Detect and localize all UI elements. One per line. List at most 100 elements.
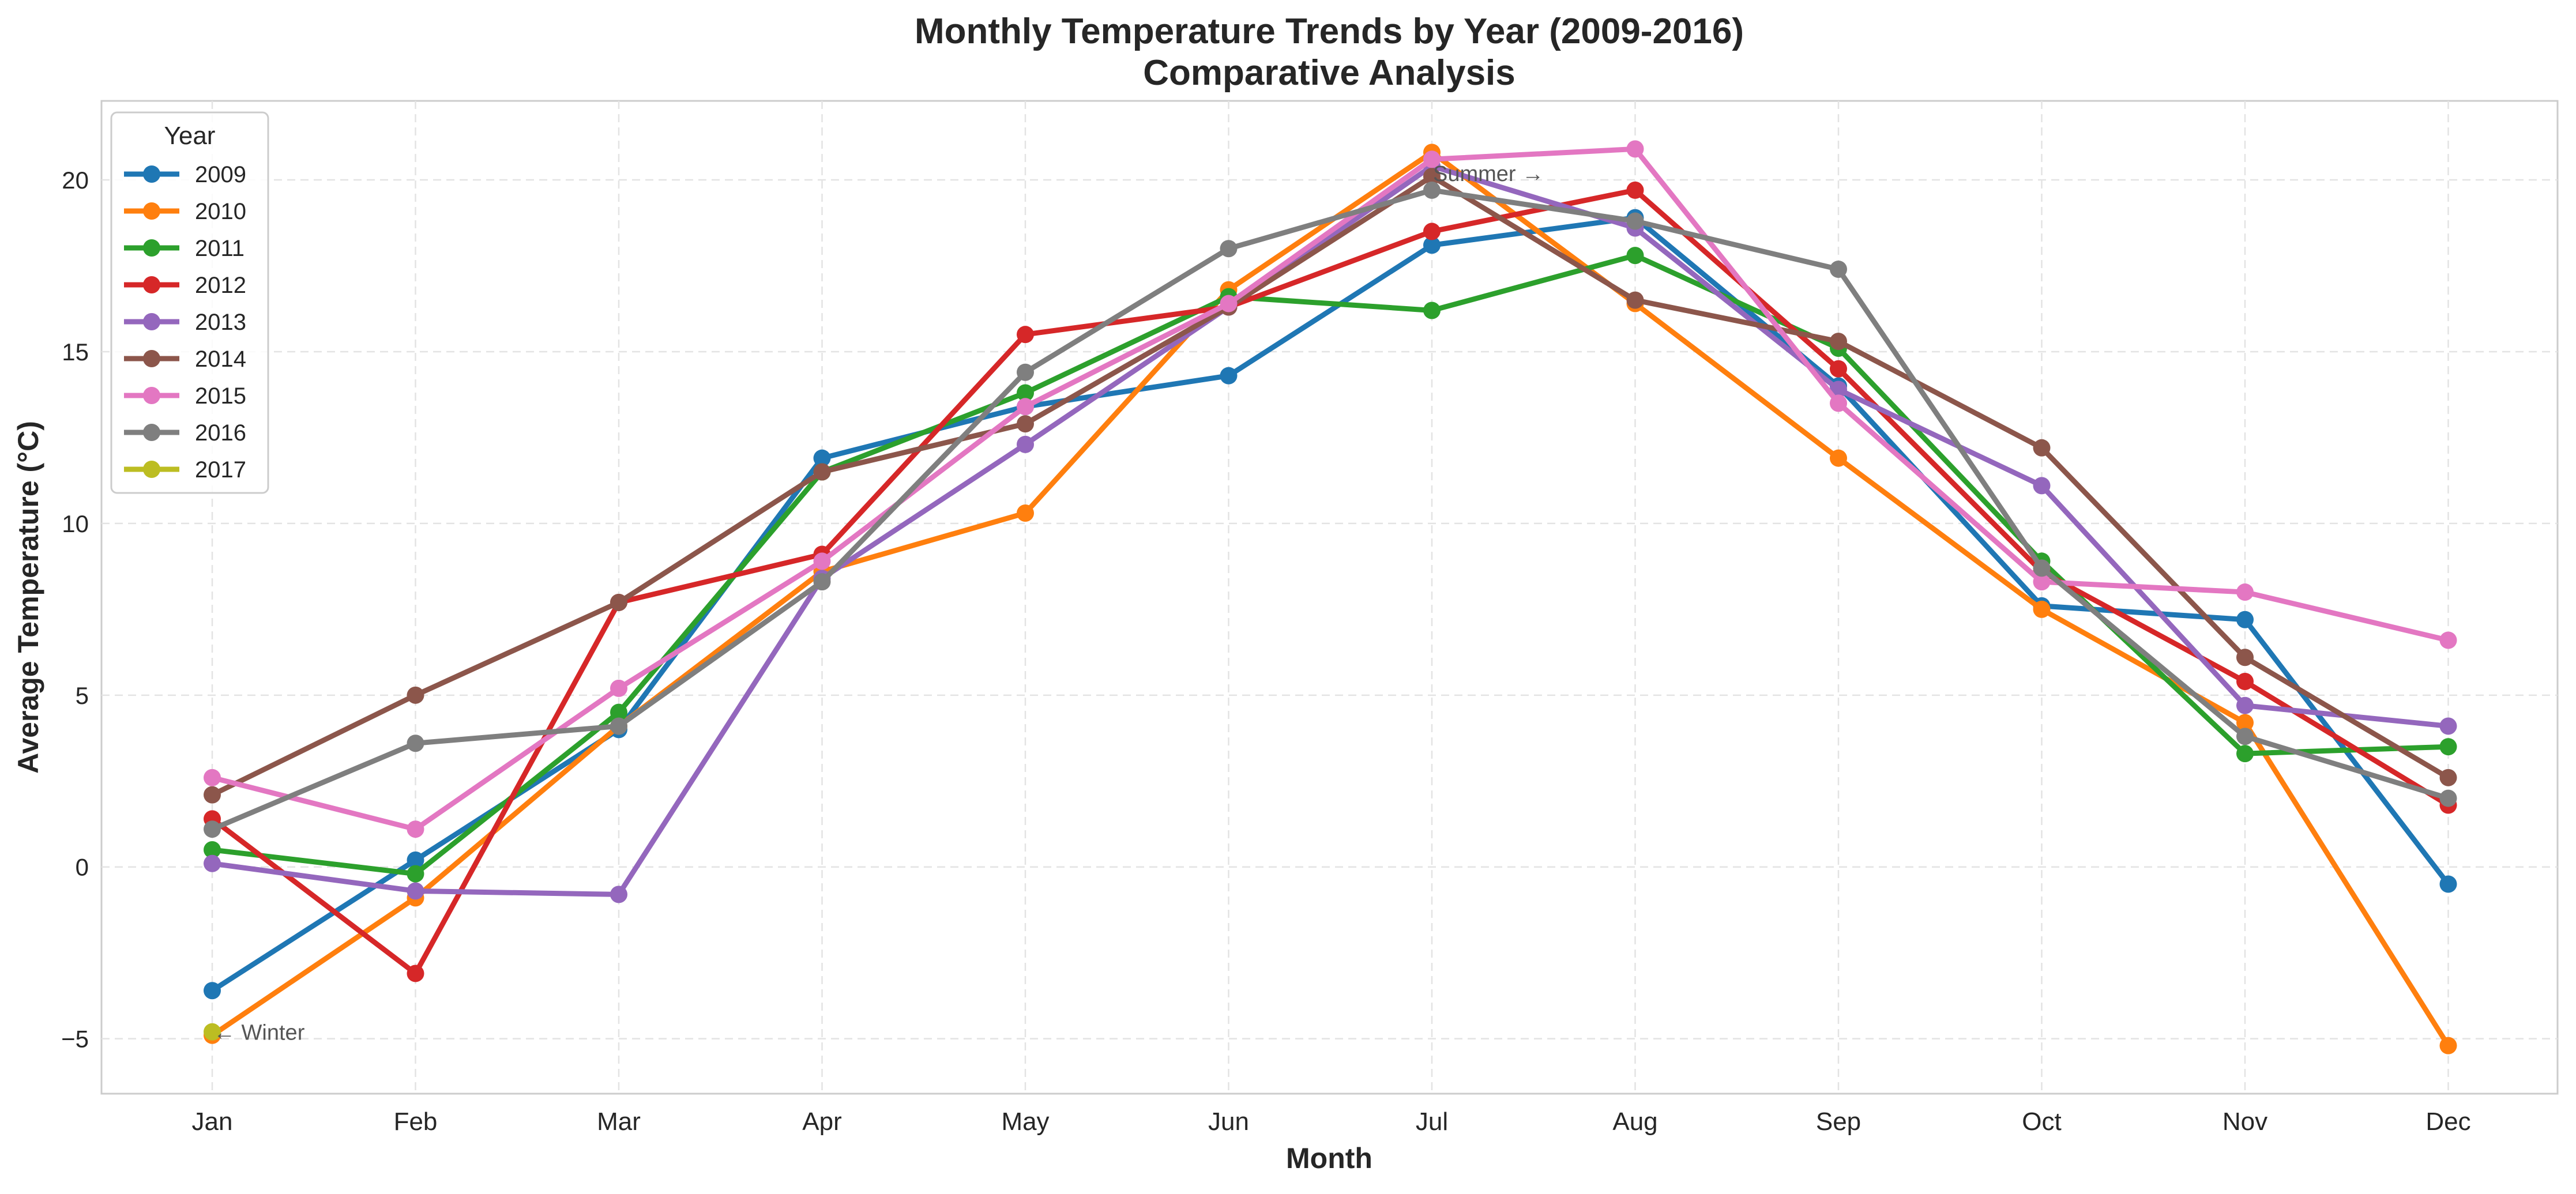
x-tick-label: Sep bbox=[1816, 1108, 1861, 1136]
data-point-2014 bbox=[204, 786, 221, 804]
data-point-2013 bbox=[1017, 435, 1034, 453]
legend-marker bbox=[143, 350, 160, 367]
legend: Year 2009 2010 2011 2012 2013 2014 2015 2016 201… bbox=[110, 111, 269, 494]
data-point-2014 bbox=[1017, 415, 1034, 433]
data-point-2015 bbox=[813, 552, 831, 570]
series-2016 bbox=[204, 181, 2457, 838]
x-tick-label: Mar bbox=[597, 1108, 641, 1136]
data-point-2013 bbox=[407, 882, 424, 900]
data-point-2011 bbox=[1423, 302, 1441, 319]
x-tick-label: Jul bbox=[1416, 1108, 1448, 1136]
legend-item-2017: 2017 bbox=[124, 457, 246, 483]
legend-label: 2017 bbox=[195, 457, 246, 483]
data-point-2011 bbox=[1626, 247, 1644, 265]
legend-marker bbox=[143, 387, 160, 404]
legend-item-2012: 2012 bbox=[124, 273, 246, 298]
series-line-2015 bbox=[209, 146, 2451, 832]
data-point-2016 bbox=[2236, 728, 2254, 745]
data-point-2009 bbox=[2439, 875, 2457, 893]
legend-marker bbox=[143, 165, 160, 183]
data-point-2015 bbox=[407, 820, 424, 838]
legend-marker bbox=[143, 276, 160, 293]
series-line-2012 bbox=[209, 187, 2451, 976]
data-point-2015 bbox=[1830, 394, 1847, 412]
data-point-2014 bbox=[407, 686, 424, 704]
y-tick-label: 0 bbox=[76, 854, 89, 881]
x-tick-label: Jan bbox=[192, 1108, 233, 1136]
legend-item-2011: 2011 bbox=[124, 236, 245, 261]
data-point-2015 bbox=[1423, 150, 1441, 168]
data-point-2010 bbox=[2439, 1037, 2457, 1054]
data-point-2015 bbox=[2439, 631, 2457, 649]
x-tick-label: Jun bbox=[1208, 1108, 1249, 1136]
x-tick-label: Oct bbox=[2022, 1108, 2061, 1136]
data-point-2015 bbox=[2033, 573, 2051, 591]
series-line-2016 bbox=[209, 187, 2451, 832]
data-point-2014 bbox=[1830, 333, 1847, 351]
x-tick-label: Nov bbox=[2222, 1108, 2267, 1136]
x-tick-label: Apr bbox=[802, 1108, 841, 1136]
data-point-2015 bbox=[610, 679, 627, 697]
data-point-2011 bbox=[610, 703, 627, 721]
data-point-2017 bbox=[204, 1023, 221, 1041]
legend-label: 2015 bbox=[195, 383, 246, 409]
y-tick-label: 10 bbox=[62, 510, 89, 537]
legend-marker bbox=[143, 239, 160, 257]
data-point-2016 bbox=[1220, 240, 1238, 258]
data-point-2016 bbox=[2033, 559, 2051, 577]
data-point-2010 bbox=[1017, 504, 1034, 522]
data-point-2016 bbox=[1017, 363, 1034, 381]
data-point-2009 bbox=[1423, 236, 1441, 254]
legend-label: 2013 bbox=[195, 310, 246, 335]
y-tick-label: −5 bbox=[61, 1026, 89, 1053]
data-point-2012 bbox=[1423, 223, 1441, 240]
data-point-2016 bbox=[813, 573, 831, 591]
data-point-2013 bbox=[2033, 477, 2051, 495]
data-point-2012 bbox=[2236, 672, 2254, 690]
data-point-2016 bbox=[2439, 789, 2457, 807]
legend-marker bbox=[143, 313, 160, 330]
legend-marker bbox=[143, 461, 160, 478]
data-point-2014 bbox=[813, 463, 831, 481]
data-point-2013 bbox=[2439, 717, 2457, 735]
data-point-2012 bbox=[1626, 181, 1644, 199]
chart-subtitle: Comparative Analysis bbox=[1143, 53, 1515, 93]
data-point-2016 bbox=[1830, 260, 1847, 278]
annotation: Summer → bbox=[1433, 162, 1544, 186]
legend-items: 2009 2010 2011 2012 2013 2014 2015 2016 2017 bbox=[124, 162, 246, 483]
data-point-2009 bbox=[813, 449, 831, 467]
legend-item-2013: 2013 bbox=[124, 310, 246, 335]
data-point-2011 bbox=[407, 865, 424, 883]
legend-label: 2014 bbox=[195, 346, 246, 372]
legend-item-2009: 2009 bbox=[124, 162, 246, 187]
data-point-2011 bbox=[2236, 745, 2254, 763]
legend-item-2010: 2010 bbox=[124, 199, 246, 224]
data-point-2013 bbox=[2236, 696, 2254, 714]
data-point-2015 bbox=[1017, 398, 1034, 416]
legend-marker bbox=[143, 424, 160, 441]
data-point-2012 bbox=[1017, 326, 1034, 344]
series-line-2013 bbox=[209, 163, 2451, 897]
series-line-2009 bbox=[209, 215, 2451, 993]
grid-lines bbox=[101, 101, 2558, 1094]
data-point-2009 bbox=[1220, 367, 1238, 385]
series-lines bbox=[204, 140, 2457, 1054]
x-tick-label: Feb bbox=[394, 1108, 438, 1136]
legend-label: 2009 bbox=[195, 162, 246, 187]
data-point-2014 bbox=[1423, 168, 1441, 186]
data-point-2015 bbox=[1626, 140, 1644, 158]
legend-item-2015: 2015 bbox=[124, 383, 246, 409]
y-tick-label: 20 bbox=[62, 167, 89, 194]
data-point-2010 bbox=[1830, 449, 1847, 467]
data-point-2011 bbox=[204, 841, 221, 858]
x-tick-label: Dec bbox=[2425, 1108, 2470, 1136]
data-point-2014 bbox=[610, 593, 627, 611]
data-point-2015 bbox=[1220, 295, 1238, 312]
chart-title: Monthly Temperature Trends by Year (2009… bbox=[915, 12, 1744, 51]
legend-label: 2011 bbox=[195, 236, 245, 261]
data-point-2016 bbox=[1423, 181, 1441, 199]
data-point-2012 bbox=[1830, 360, 1847, 378]
data-point-2016 bbox=[1626, 212, 1644, 230]
